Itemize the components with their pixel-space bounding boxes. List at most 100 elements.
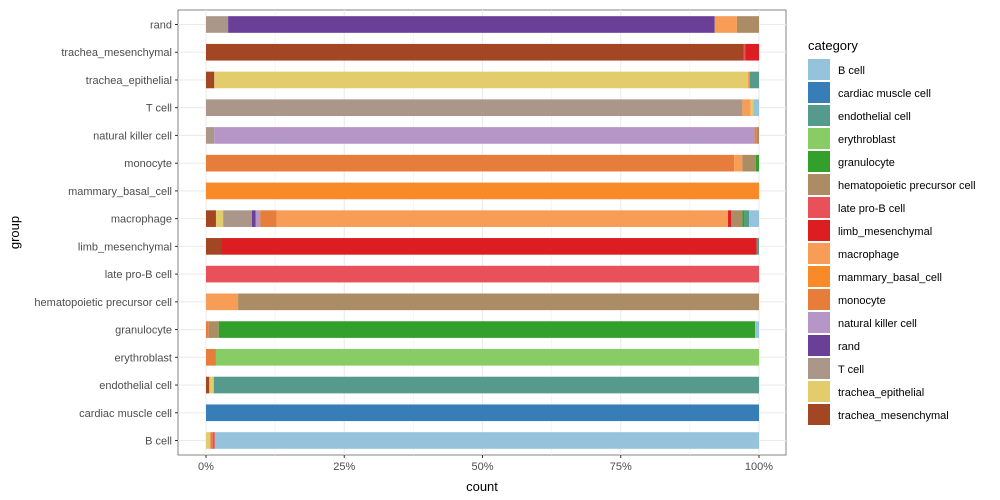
bar-segment <box>206 127 215 144</box>
bar-segment <box>214 71 748 89</box>
y-tick-label: trachea_epithelial <box>86 75 172 87</box>
bar-segment <box>206 99 743 117</box>
legend-label: granulocyte <box>838 157 895 169</box>
legend-key <box>808 197 830 218</box>
bar-segment <box>731 210 743 227</box>
bar-segment <box>260 210 277 227</box>
x-tick-label: 100% <box>745 461 773 473</box>
bar-segment <box>206 16 229 33</box>
legend-key <box>808 404 830 425</box>
bars <box>206 16 760 449</box>
x-axis-tick-labels: 0% 25% 50% 75% 100% <box>198 455 773 473</box>
legend-label: cardiac muscle cell <box>838 88 931 100</box>
y-axis-title: group <box>7 216 22 249</box>
y-tick-label: erythroblast <box>115 352 172 364</box>
bar-segment <box>206 71 215 89</box>
legend-key <box>808 381 830 402</box>
y-tick-label: natural killer cell <box>93 130 172 142</box>
legend-label: rand <box>838 341 860 353</box>
bar-segment <box>214 432 759 449</box>
bar-segment <box>206 43 744 61</box>
bar-segment <box>209 376 214 394</box>
legend-key <box>808 59 830 80</box>
y-tick-label: late pro-B cell <box>105 269 172 281</box>
legend-key <box>808 358 830 379</box>
legend-label: endothelial cell <box>838 111 911 123</box>
legend-key <box>808 266 830 287</box>
legend-key <box>808 174 830 195</box>
x-axis-title: count <box>466 479 498 494</box>
bar-segment <box>206 348 216 366</box>
legend-label: erythroblast <box>838 134 895 146</box>
bar-segment <box>750 99 754 117</box>
legend-label: trachea_epithelial <box>838 387 924 399</box>
y-tick-label: limb_mesenchymal <box>78 241 172 253</box>
y-tick-label: mammary_basal_cell <box>68 186 172 198</box>
legend-label: natural killer cell <box>838 318 917 330</box>
bar-segment <box>206 265 759 283</box>
bar-segment <box>251 210 256 227</box>
legend-key <box>808 220 830 241</box>
y-tick-label: monocyte <box>124 158 172 170</box>
bar-segment <box>742 99 751 117</box>
bar-segment <box>755 154 759 172</box>
legend-title: category <box>808 38 858 53</box>
bar-segment <box>742 154 756 172</box>
bar-segment <box>743 43 746 61</box>
bar-segment <box>756 127 759 144</box>
bar-segment <box>206 154 735 172</box>
legend-key <box>808 243 830 264</box>
legend-label: hematopoietic precursor cell <box>838 180 976 192</box>
bar-segment <box>213 376 759 394</box>
bar-segment <box>742 210 745 227</box>
bar-segment <box>745 43 759 61</box>
bar-segment <box>206 182 759 200</box>
x-tick-label: 0% <box>198 461 214 473</box>
bar-segment <box>214 127 755 144</box>
legend-key <box>808 82 830 103</box>
y-tick-label: cardiac muscle cell <box>79 408 172 420</box>
bar-segment <box>210 432 213 449</box>
legend: B cell cardiac muscle cell endothelial cel… <box>808 59 976 425</box>
bar-segment <box>215 210 224 227</box>
bar-segment <box>206 404 759 422</box>
y-tick-label: rand <box>150 20 172 32</box>
legend-label: late pro-B cell <box>838 203 905 215</box>
bar-segment <box>221 238 757 255</box>
bar-segment <box>747 71 750 89</box>
legend-label: B cell <box>838 65 865 77</box>
legend-key <box>808 312 830 333</box>
bar-segment <box>754 127 757 144</box>
legend-key <box>808 289 830 310</box>
x-tick-label: 75% <box>610 461 632 473</box>
y-tick-label: trachea_mesenchymal <box>61 47 172 59</box>
legend-key <box>808 151 830 172</box>
y-axis-tick-labels: rand trachea_mesenchymal trachea_epithelia… <box>34 20 178 448</box>
bar-segment <box>206 321 209 338</box>
bar-segment <box>208 321 219 338</box>
legend-label: monocyte <box>838 295 886 307</box>
legend-key <box>808 335 830 356</box>
bar-segment <box>736 16 759 33</box>
bar-segment <box>215 348 760 366</box>
bar-segment <box>206 210 216 227</box>
y-tick-label: T cell <box>146 103 172 115</box>
y-tick-label: hematopoietic precursor cell <box>34 297 172 309</box>
bar-segment <box>749 71 759 89</box>
bar-segment <box>212 432 215 449</box>
bar-segment <box>206 432 211 449</box>
y-tick-label: endothelial cell <box>99 380 172 392</box>
bar-segment <box>753 99 759 117</box>
legend-key <box>808 105 830 126</box>
bar-segment <box>276 210 729 227</box>
bar-segment <box>749 210 759 227</box>
bar-segment <box>206 238 222 255</box>
bar-segment <box>238 293 760 311</box>
bar-segment <box>744 210 750 227</box>
y-tick-label: granulocyte <box>115 325 172 337</box>
bar-segment <box>223 210 252 227</box>
bar-segment <box>255 210 261 227</box>
bar-segment <box>206 293 239 311</box>
legend-label: macrophage <box>838 249 899 261</box>
